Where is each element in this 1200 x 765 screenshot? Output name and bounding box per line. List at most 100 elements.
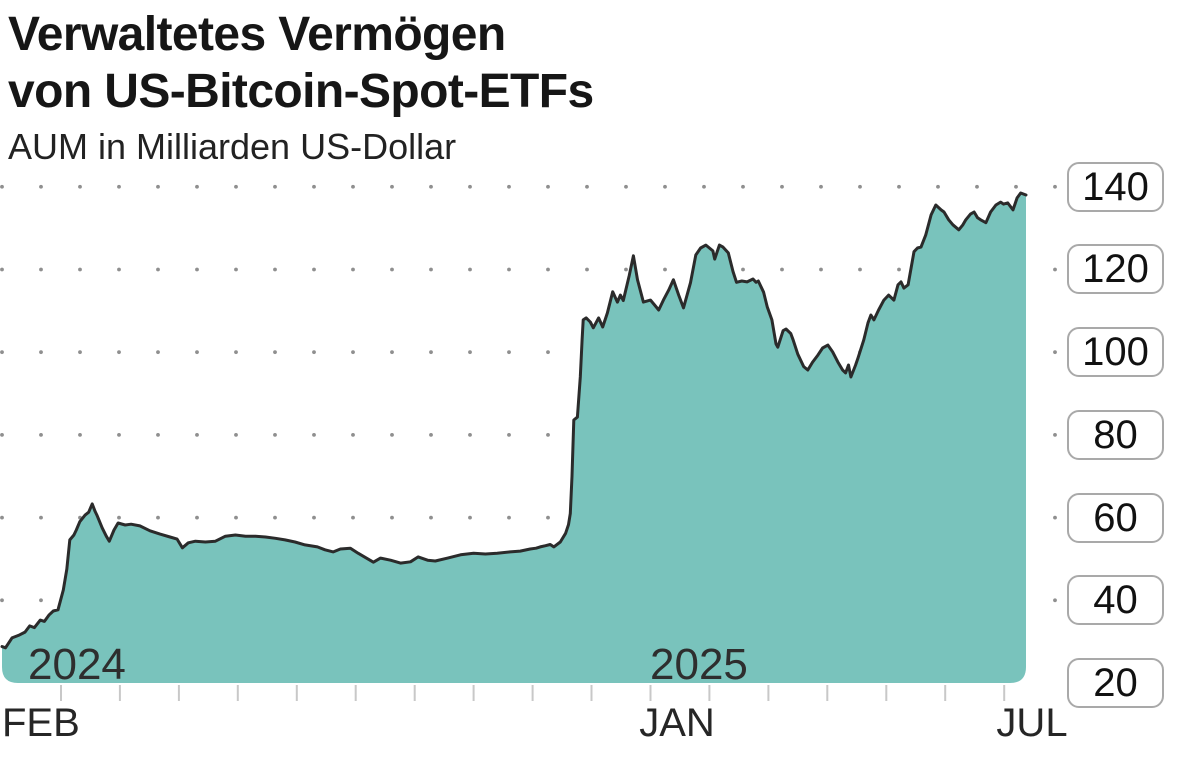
gridline-dot	[195, 184, 199, 189]
gridline-dot	[390, 184, 394, 189]
gridline-dot	[507, 515, 511, 520]
gridline-dot	[156, 184, 160, 189]
gridline-dot	[780, 184, 784, 189]
gridline-dot	[117, 350, 121, 355]
gridline-dot	[1053, 598, 1057, 603]
y-axis-label-60: 60	[1067, 493, 1164, 543]
gridline-dot	[468, 350, 472, 355]
chart-subtitle: AUM in Milliarden US-Dollar	[8, 126, 457, 167]
gridline-dot	[507, 184, 511, 189]
gridline-dot	[507, 350, 511, 355]
gridline-dot	[507, 267, 511, 272]
gridline-dot	[78, 184, 82, 189]
gridline-dot	[234, 432, 238, 437]
gridline-dot	[858, 184, 862, 189]
gridline-dot	[39, 184, 43, 189]
gridline-dot	[195, 515, 199, 520]
gridline-dot	[273, 350, 277, 355]
gridline-dot	[1053, 184, 1057, 189]
gridline-dot	[1014, 184, 1018, 189]
gridline-dot	[0, 267, 4, 272]
gridline-dot	[195, 267, 199, 272]
y-axis-label-120: 120	[1067, 244, 1164, 294]
gridline-dot	[663, 267, 667, 272]
gridline-dot	[234, 350, 238, 355]
gridline-dot	[273, 184, 277, 189]
gridline-dot	[819, 267, 823, 272]
gridline-dot	[390, 432, 394, 437]
gridline-dot	[546, 432, 550, 437]
gridline-dot	[936, 184, 940, 189]
x-axis-label-feb: FEB	[2, 701, 80, 745]
gridline-dot	[468, 515, 472, 520]
gridline-dot	[663, 184, 667, 189]
gridline-dot	[546, 515, 550, 520]
gridline-dot	[0, 515, 4, 520]
gridline-dot	[858, 267, 862, 272]
gridline-dot	[1053, 350, 1057, 355]
gridline-dot	[312, 350, 316, 355]
gridline-dot	[624, 267, 628, 272]
y-axis-label-20: 20	[1067, 658, 1164, 708]
gridline-dot	[273, 432, 277, 437]
gridline-dot	[156, 350, 160, 355]
gridline-dot	[195, 432, 199, 437]
x-axis-label-jul: JUL	[996, 701, 1068, 745]
gridline-dot	[429, 184, 433, 189]
gridline-dot	[312, 515, 316, 520]
x-axis-label-jan: JAN	[639, 701, 715, 745]
chart-title-line1: Verwaltetes Vermögen	[8, 8, 506, 61]
year-label-2024: 2024	[28, 640, 126, 689]
y-axis-label-100: 100	[1067, 327, 1164, 377]
aum-area-fill	[2, 193, 1026, 683]
gridline-dot	[0, 432, 4, 437]
gridline-dot	[741, 184, 745, 189]
gridline-dot	[39, 350, 43, 355]
gridline-dot	[117, 432, 121, 437]
gridline-dot	[273, 267, 277, 272]
gridline-dot	[468, 432, 472, 437]
gridline-dot	[0, 350, 4, 355]
gridline-dot	[312, 184, 316, 189]
gridline-dot	[585, 184, 589, 189]
gridline-dot	[429, 432, 433, 437]
gridline-dot	[273, 515, 277, 520]
gridline-dot	[156, 515, 160, 520]
gridline-dot	[975, 184, 979, 189]
gridline-dot	[897, 267, 901, 272]
gridline-dot	[117, 515, 121, 520]
year-label-2025: 2025	[650, 640, 748, 689]
gridline-dot	[585, 267, 589, 272]
gridline-dot	[234, 515, 238, 520]
gridline-dot	[234, 267, 238, 272]
gridline-dot	[624, 184, 628, 189]
gridline-dot	[702, 184, 706, 189]
gridline-dot	[1053, 515, 1057, 520]
chart-title-line2: von US-Bitcoin-Spot-ETFs	[8, 65, 594, 118]
gridline-dot	[546, 184, 550, 189]
y-axis-label-140: 140	[1067, 162, 1164, 212]
gridline-dot	[546, 350, 550, 355]
gridline-dot	[429, 350, 433, 355]
gridline-dot	[78, 267, 82, 272]
gridline-dot	[351, 432, 355, 437]
gridline-dot	[390, 350, 394, 355]
gridline-dot	[390, 515, 394, 520]
aum-line	[0, 191, 1028, 650]
gridline-dot	[429, 267, 433, 272]
chart-title: Verwaltetes Vermögen von US-Bitcoin-Spot…	[8, 6, 594, 120]
gridline-dot	[0, 598, 4, 603]
gridline-dot	[780, 267, 784, 272]
gridline-dot	[78, 432, 82, 437]
chart-header: Verwaltetes Vermögen von US-Bitcoin-Spot…	[8, 6, 594, 167]
gridline-dot	[78, 350, 82, 355]
gridline-dot	[156, 432, 160, 437]
gridline-dot	[351, 515, 355, 520]
y-axis-label-40: 40	[1067, 575, 1164, 625]
gridline-dot	[546, 267, 550, 272]
gridline-dot	[741, 267, 745, 272]
gridline-dot	[468, 184, 472, 189]
gridline-dot	[39, 515, 43, 520]
